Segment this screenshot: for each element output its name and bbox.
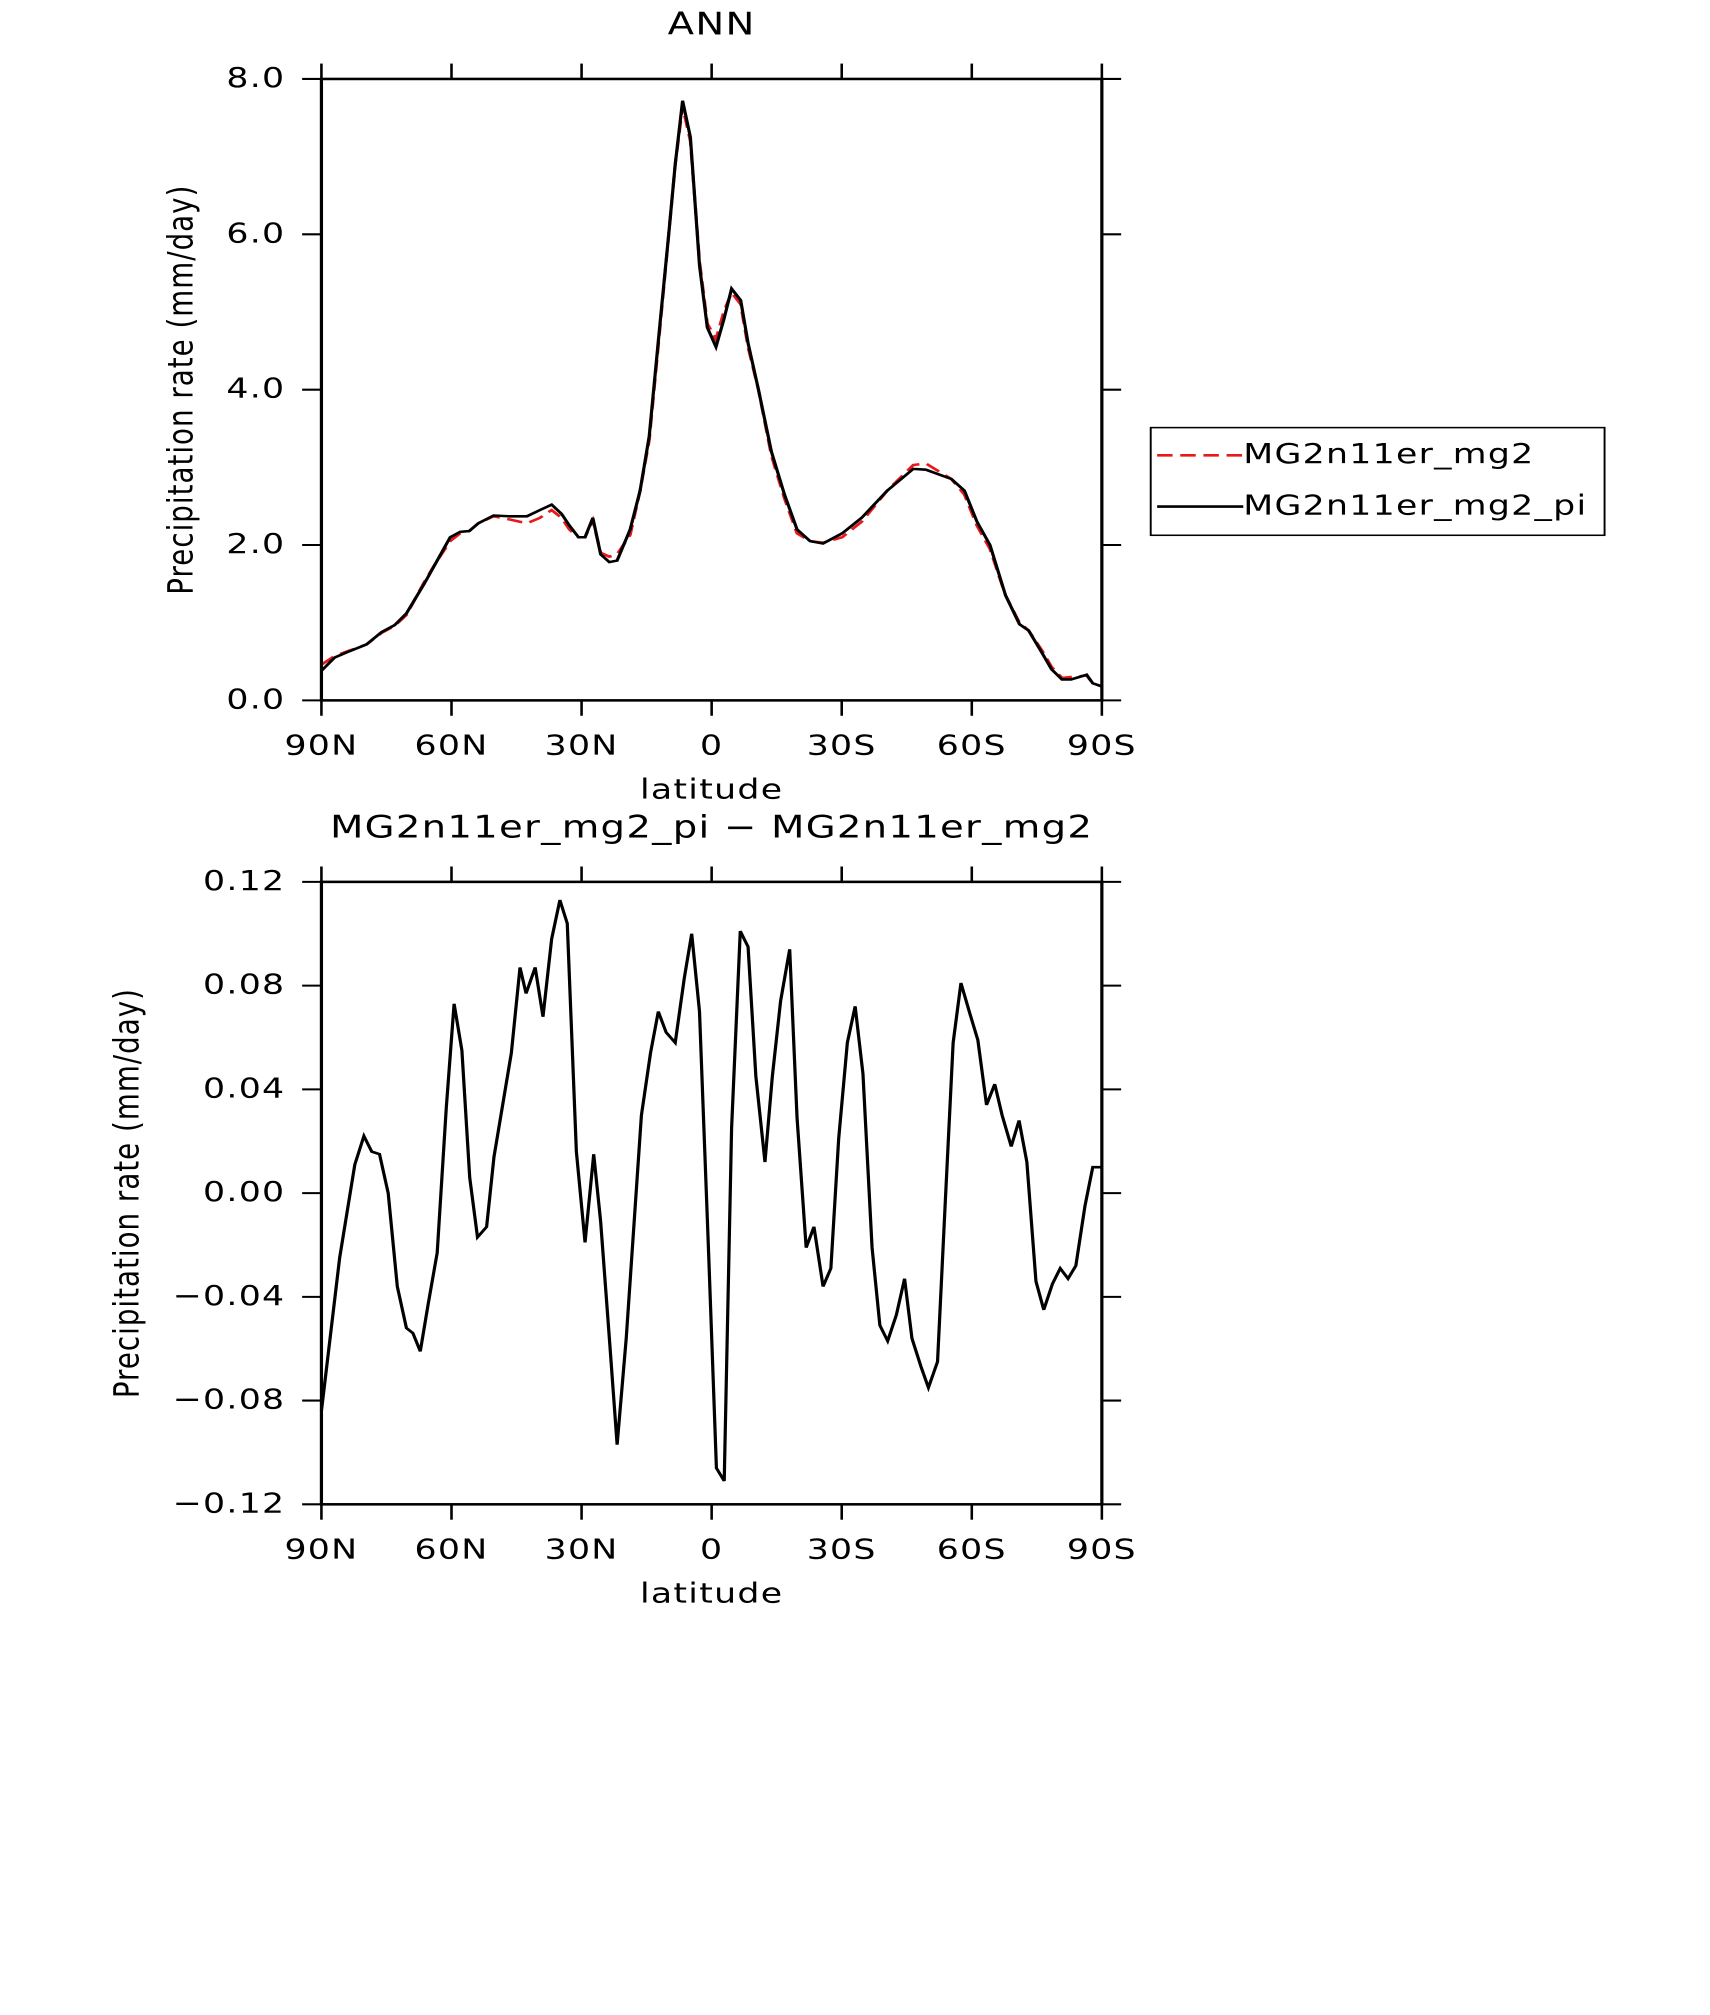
x-tick-label: 0 xyxy=(700,1534,723,1566)
y-tick-label: 0.0 xyxy=(226,684,285,716)
x-tick-label: 90N xyxy=(284,1534,358,1566)
plot-frame xyxy=(319,77,1104,702)
x-tick-label: 60N xyxy=(415,730,489,762)
y-tick-label: −0.04 xyxy=(173,1280,286,1312)
y-tick-label: −0.08 xyxy=(173,1384,286,1416)
x-tick-label: 30N xyxy=(545,1534,619,1566)
x-axis-label: latitude xyxy=(640,1578,783,1610)
x-tick-label: 30S xyxy=(807,1534,877,1566)
x-tick-label: 30N xyxy=(545,730,619,762)
x-tick-label: 90S xyxy=(1067,1534,1137,1566)
x-tick-label: 60S xyxy=(937,1534,1007,1566)
plot-frame xyxy=(319,880,1104,1506)
y-tick-label: 2.0 xyxy=(226,528,285,560)
x-tick-label: 30S xyxy=(807,730,877,762)
y-tick-label: 0.04 xyxy=(203,1073,285,1105)
chart-title: ANN xyxy=(668,7,756,42)
y-tick-label: 0.12 xyxy=(203,865,285,897)
y-tick-label: −0.12 xyxy=(173,1488,286,1520)
y-tick-label: 6.0 xyxy=(226,218,285,250)
y-axis-label: Precipitation rate (mm/day) xyxy=(162,185,202,595)
x-tick-label: 90N xyxy=(284,730,358,762)
y-tick-label: 8.0 xyxy=(226,62,285,94)
x-axis-label: latitude xyxy=(640,774,783,806)
y-axis-label: Precipitation rate (mm/day) xyxy=(108,988,148,1398)
legend-label: MG2n11er_mg2 xyxy=(1243,439,1534,471)
data-line xyxy=(319,899,1102,1482)
y-tick-label: 0.00 xyxy=(203,1176,285,1208)
legend-box xyxy=(1149,426,1606,537)
x-tick-label: 60N xyxy=(415,1534,489,1566)
y-tick-label: 0.08 xyxy=(203,969,285,1001)
data-line xyxy=(320,100,1103,688)
x-tick-label: 90S xyxy=(1067,730,1137,762)
legend-label: MG2n11er_mg2_pi xyxy=(1243,490,1587,522)
x-tick-label: 0 xyxy=(700,730,723,762)
chart-title: MG2n11er_mg2_pi − MG2n11er_mg2 xyxy=(330,810,1093,845)
data-line xyxy=(320,105,1103,688)
x-tick-label: 60S xyxy=(937,730,1007,762)
y-tick-label: 4.0 xyxy=(226,373,285,405)
